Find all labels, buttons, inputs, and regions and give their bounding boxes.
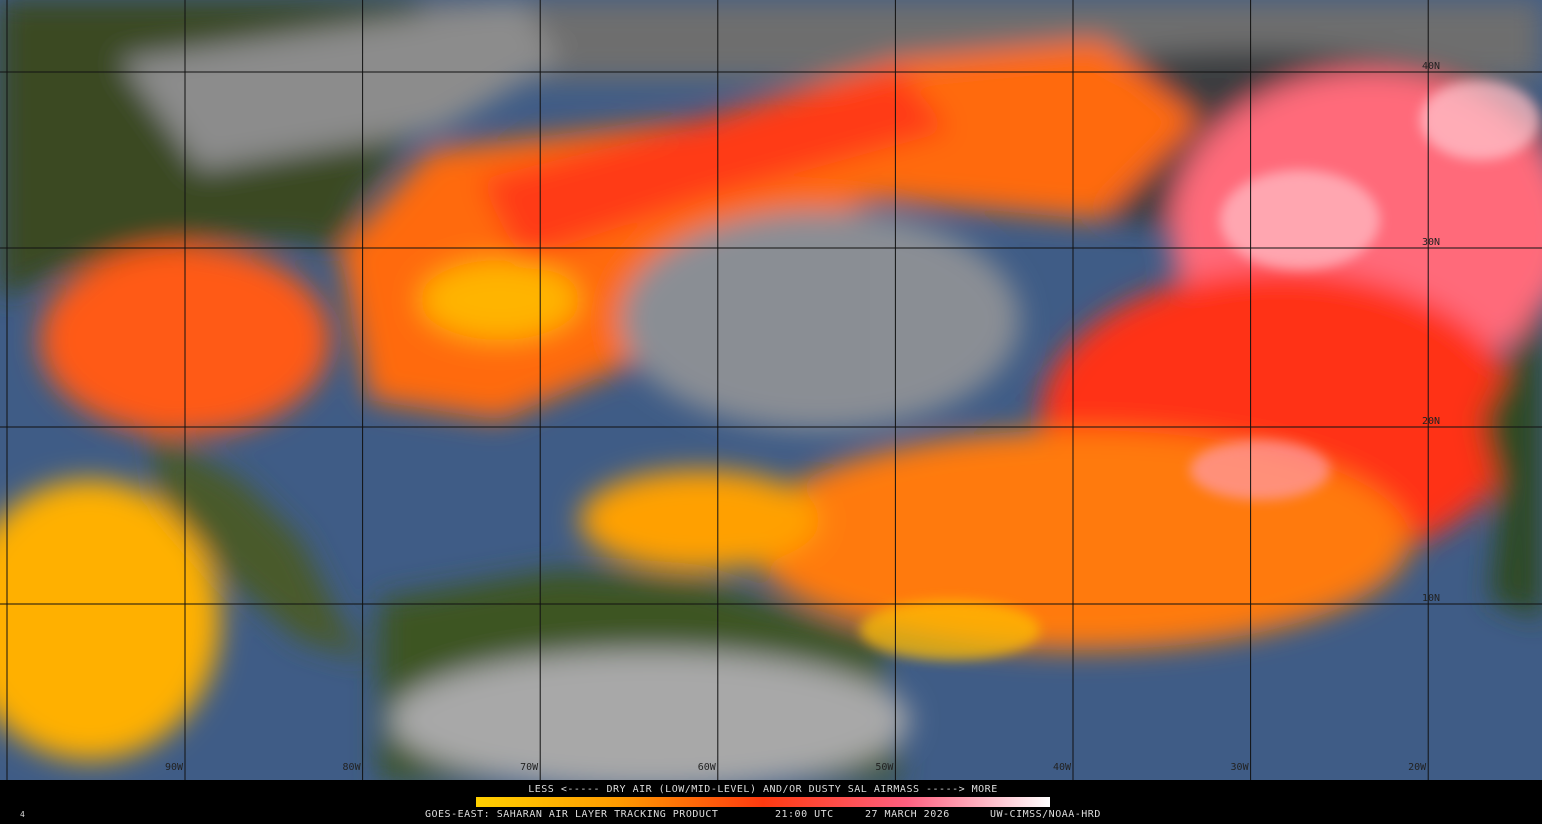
lon-label: 70W [520, 762, 539, 773]
lat-lon-grid [0, 0, 1542, 780]
frame-number: 4 [20, 810, 25, 819]
lat-label: 30N [1422, 237, 1440, 248]
color-scale [476, 797, 1050, 807]
legend-caption: LESS <----- DRY AIR (LOW/MID-LEVEL) AND/… [528, 784, 997, 795]
lon-label: 30W [1231, 762, 1250, 773]
lon-label: 20W [1408, 762, 1427, 773]
lon-label: 40W [1053, 762, 1072, 773]
lon-label: 60W [698, 762, 717, 773]
lon-label: 90W [165, 762, 184, 773]
lon-label: 80W [343, 762, 362, 773]
legend-bar: LESS <----- DRY AIR (LOW/MID-LEVEL) AND/… [0, 780, 1542, 820]
lon-label: 50W [875, 762, 894, 773]
footer-date: 27 MARCH 2026 [865, 809, 950, 820]
imagery [0, 0, 1542, 790]
footer-credit: UW-CIMSS/NOAA-HRD [990, 809, 1101, 820]
lat-label: 10N [1422, 593, 1440, 604]
lat-label: 40N [1422, 61, 1440, 72]
footer-product: GOES-EAST: SAHARAN AIR LAYER TRACKING PR… [425, 809, 718, 820]
footer-time: 21:00 UTC [775, 809, 834, 820]
lat-label: 20N [1422, 416, 1440, 427]
